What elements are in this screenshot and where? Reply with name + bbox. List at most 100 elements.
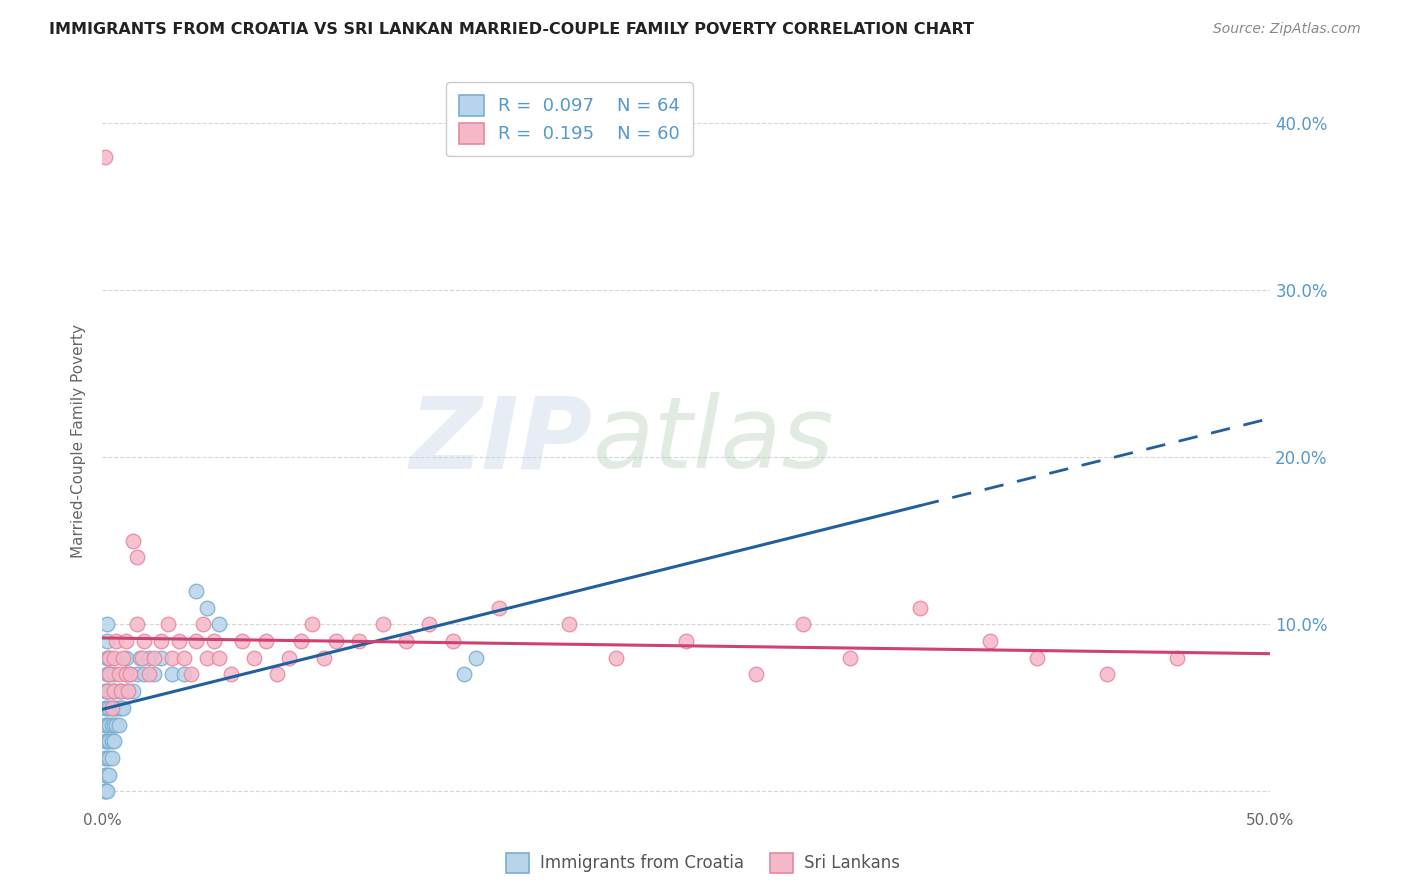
Point — [195, 650, 218, 665]
Point — [908, 600, 931, 615]
Point — [138, 667, 160, 681]
Point — [395, 634, 418, 648]
Point — [488, 600, 510, 615]
Text: atlas: atlas — [593, 392, 835, 489]
Point — [117, 684, 139, 698]
Point — [208, 650, 231, 665]
Point — [745, 667, 768, 681]
Point — [114, 684, 136, 698]
Point — [301, 617, 323, 632]
Point — [838, 650, 860, 665]
Point — [120, 667, 142, 681]
Point — [675, 634, 697, 648]
Point — [98, 701, 121, 715]
Point — [93, 784, 115, 798]
Point — [98, 650, 121, 665]
Point — [96, 751, 118, 765]
Point — [98, 767, 121, 781]
Point — [266, 667, 288, 681]
Point — [96, 717, 118, 731]
Point — [465, 650, 488, 665]
Point — [103, 684, 125, 698]
Point — [1025, 650, 1047, 665]
Point — [105, 634, 128, 648]
Point — [156, 617, 179, 632]
Point — [231, 634, 253, 648]
Point — [110, 684, 132, 698]
Point — [131, 650, 153, 665]
Point — [93, 734, 115, 748]
Point — [112, 701, 135, 715]
Point — [979, 634, 1001, 648]
Point — [96, 784, 118, 798]
Point — [1095, 667, 1118, 681]
Y-axis label: Married-Couple Family Poverty: Married-Couple Family Poverty — [72, 324, 86, 558]
Point — [96, 634, 118, 648]
Point — [100, 701, 122, 715]
Point — [96, 767, 118, 781]
Point — [98, 684, 121, 698]
Point — [418, 617, 440, 632]
Point — [105, 717, 128, 731]
Point — [103, 701, 125, 715]
Point — [184, 583, 207, 598]
Point — [558, 617, 581, 632]
Point — [107, 684, 129, 698]
Point — [114, 634, 136, 648]
Legend: Immigrants from Croatia, Sri Lankans: Immigrants from Croatia, Sri Lankans — [499, 847, 907, 880]
Point — [110, 684, 132, 698]
Point — [114, 667, 136, 681]
Point — [208, 617, 231, 632]
Point — [219, 667, 242, 681]
Point — [173, 650, 195, 665]
Point — [121, 684, 143, 698]
Point — [93, 784, 115, 798]
Point — [93, 684, 115, 698]
Point — [100, 717, 122, 731]
Text: Source: ZipAtlas.com: Source: ZipAtlas.com — [1213, 22, 1361, 37]
Point — [98, 667, 121, 681]
Point — [96, 667, 118, 681]
Point — [93, 149, 115, 163]
Point — [169, 634, 191, 648]
Point — [93, 701, 115, 715]
Point — [371, 617, 394, 632]
Point — [792, 617, 814, 632]
Point — [254, 634, 277, 648]
Point — [195, 600, 218, 615]
Point — [96, 650, 118, 665]
Point — [98, 650, 121, 665]
Point — [103, 667, 125, 681]
Point — [202, 634, 225, 648]
Point — [107, 701, 129, 715]
Point — [110, 701, 132, 715]
Point — [142, 650, 165, 665]
Point — [121, 533, 143, 548]
Point — [290, 634, 312, 648]
Point — [103, 734, 125, 748]
Point — [142, 667, 165, 681]
Point — [112, 650, 135, 665]
Legend: R =  0.097    N = 64, R =  0.195    N = 60: R = 0.097 N = 64, R = 0.195 N = 60 — [446, 82, 693, 156]
Point — [98, 734, 121, 748]
Point — [96, 701, 118, 715]
Point — [134, 634, 156, 648]
Point — [117, 684, 139, 698]
Point — [96, 617, 118, 632]
Point — [100, 701, 122, 715]
Point — [114, 667, 136, 681]
Point — [162, 650, 184, 665]
Point — [138, 650, 160, 665]
Point — [149, 650, 172, 665]
Point — [314, 650, 336, 665]
Point — [93, 767, 115, 781]
Point — [191, 617, 214, 632]
Point — [96, 734, 118, 748]
Point — [325, 634, 347, 648]
Point — [134, 667, 156, 681]
Point — [107, 717, 129, 731]
Text: ZIP: ZIP — [409, 392, 593, 489]
Point — [173, 667, 195, 681]
Point — [605, 650, 627, 665]
Point — [184, 634, 207, 648]
